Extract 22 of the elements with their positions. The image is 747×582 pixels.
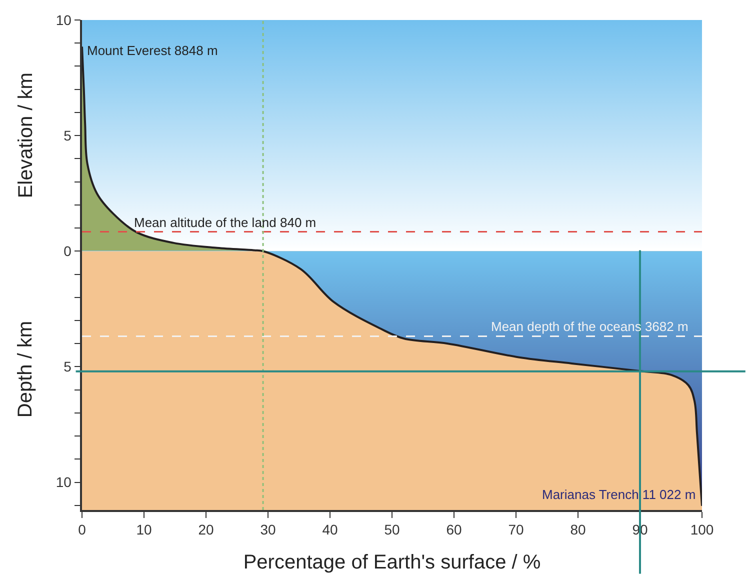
ref-line-label: Mean depth of the oceans 3682 m (491, 319, 688, 334)
x-axis-title: Percentage of Earth's surface / % (243, 552, 541, 574)
y-tick-label: 5 (64, 127, 72, 144)
x-tick-label: 40 (322, 522, 338, 538)
x-tick-label: 80 (570, 522, 586, 538)
x-tick-label: 70 (508, 522, 524, 538)
x-tick-label: 60 (446, 522, 462, 538)
x-tick-label: 30 (260, 522, 276, 538)
y-tick-label: 10 (56, 12, 72, 28)
x-tick-label: 50 (384, 522, 400, 538)
text: Depth / km (14, 320, 37, 418)
y-tick-label: 0 (64, 243, 72, 260)
x-tick-label: 10 (136, 522, 152, 538)
annotation: Marianas Trench 11 022 m (542, 487, 696, 502)
x-tick-label: 100 (690, 522, 714, 538)
ref-line-label: Mean altitude of the land 840 m (134, 215, 316, 230)
annotation: Mount Everest 8848 m (87, 43, 218, 58)
x-tick-label: 20 (198, 522, 214, 538)
y-axis-title: Elevation / km (15, 72, 38, 198)
y-tick-label: 10 (56, 474, 72, 490)
y-tick-label: 5 (64, 358, 72, 375)
x-tick-label: 0 (78, 522, 86, 538)
